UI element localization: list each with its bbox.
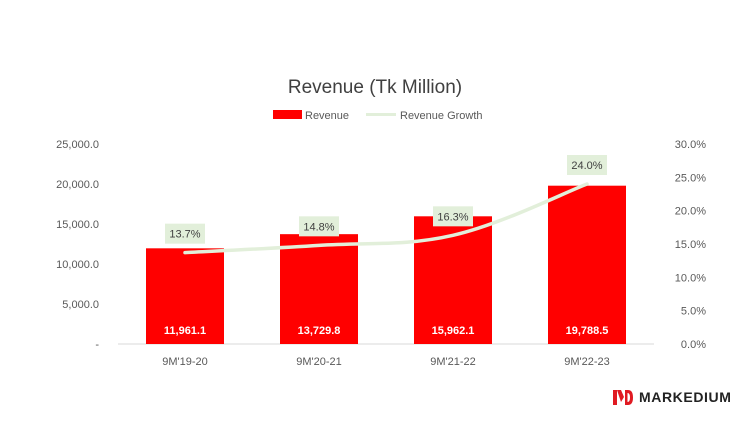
growth-label: 24.0% xyxy=(567,155,607,175)
legend: Revenue Revenue Growth xyxy=(273,110,483,122)
revenue-bar-label: 13,729.8 xyxy=(298,325,341,337)
revenue-bars xyxy=(146,185,626,344)
growth-label: 13.7% xyxy=(165,223,205,244)
left-axis-tick-label: - xyxy=(95,339,99,351)
x-axis: 9M'19-20 9M'20-21 9M'21-22 9M'22-23 xyxy=(162,356,610,368)
brand-name: MARKEDIUM xyxy=(639,389,732,405)
revenue-bar xyxy=(280,234,358,344)
revenue-bar xyxy=(414,216,492,344)
growth-label-box xyxy=(165,223,205,244)
left-y-axis: - 5,000.0 10,000.0 15,000.0 20,000.0 25,000.0 xyxy=(56,139,99,351)
x-axis-tick-label: 9M'20-21 xyxy=(296,356,342,368)
left-axis-tick-label: 5,000.0 xyxy=(62,299,99,311)
growth-label-text: 16.3% xyxy=(437,211,468,223)
right-axis-tick-label: 0.0% xyxy=(681,339,706,351)
right-axis-tick-label: 25.0% xyxy=(675,172,706,184)
revenue-bar xyxy=(146,248,224,344)
x-axis-tick-label: 9M'22-23 xyxy=(564,356,610,368)
right-axis-tick-label: 10.0% xyxy=(675,272,706,284)
growth-label-text: 13.7% xyxy=(169,229,200,241)
x-axis-tick-label: 9M'19-20 xyxy=(162,356,208,368)
revenue-bar xyxy=(548,185,626,344)
legend-revenue-label: Revenue xyxy=(305,110,349,122)
legend-revenue-swatch xyxy=(273,110,302,119)
growth-label-box xyxy=(433,206,473,227)
revenue-growth-line xyxy=(183,182,589,255)
left-axis-tick-label: 25,000.0 xyxy=(56,139,99,151)
revenue-bar-label: 15,962.1 xyxy=(432,325,475,337)
left-axis-tick-label: 20,000.0 xyxy=(56,179,99,191)
growth-label: 14.8% xyxy=(299,216,339,237)
right-axis-tick-label: 15.0% xyxy=(675,239,706,251)
right-y-axis: 0.0% 5.0% 10.0% 15.0% 20.0% 25.0% 30.0% xyxy=(675,139,706,351)
left-axis-tick-label: 15,000.0 xyxy=(56,219,99,231)
right-axis-tick-label: 5.0% xyxy=(681,306,706,318)
growth-label-text: 14.8% xyxy=(303,221,334,233)
revenue-bar-label: 19,788.5 xyxy=(566,325,609,337)
legend-growth-label: Revenue Growth xyxy=(400,110,483,122)
brand-logo: MARKEDIUM xyxy=(612,387,732,407)
left-axis-tick-label: 10,000.0 xyxy=(56,259,99,271)
right-axis-tick-label: 20.0% xyxy=(675,206,706,218)
x-axis-tick-label: 9M'21-22 xyxy=(430,356,476,368)
md-logo-icon xyxy=(613,390,633,405)
revenue-bar-labels: 11,961.1 13,729.8 15,962.1 19,788.5 xyxy=(164,325,609,337)
right-axis-tick-label: 30.0% xyxy=(675,139,706,151)
chart-title: Revenue (Tk Million) xyxy=(288,77,462,98)
revenue-growth-labels: 13.7% 14.8% 16.3% 24.0% xyxy=(165,155,607,244)
growth-label-box xyxy=(299,216,339,237)
growth-label-box xyxy=(567,155,607,175)
growth-label: 16.3% xyxy=(433,206,473,227)
revenue-bar-label: 11,961.1 xyxy=(164,325,206,337)
growth-label-text: 24.0% xyxy=(571,160,602,172)
